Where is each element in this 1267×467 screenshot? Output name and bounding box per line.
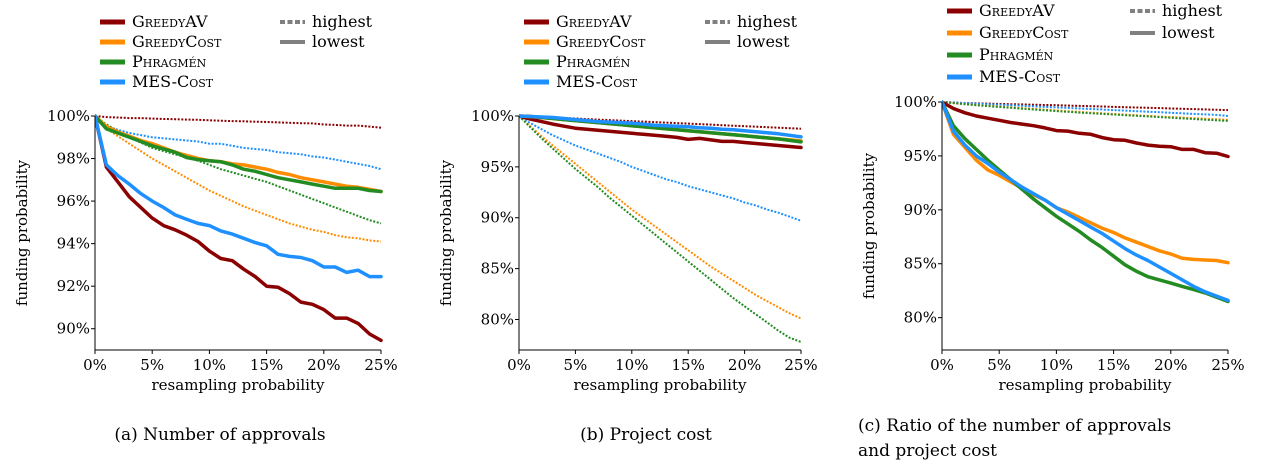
series-line-greedyav-lowest bbox=[519, 114, 803, 150]
x-tick-label: 15% bbox=[250, 356, 283, 374]
series-line-mes-cost-highest bbox=[942, 101, 1229, 117]
chart-project-cost: 0% 5% 10% 15% 20% 25% 80% 85% 90% 95% 100% resampli… bbox=[437, 12, 818, 445]
y-tick-label: 80% bbox=[481, 310, 514, 328]
y-tick-label: 100% bbox=[47, 107, 90, 125]
legend-label-greedycost: GreedyCost bbox=[132, 32, 222, 51]
x-tick-label: 20% bbox=[728, 356, 761, 374]
y-tick-label: 80% bbox=[904, 309, 937, 327]
series-line-mes-cost-highest bbox=[95, 115, 382, 171]
figure-caption: (b) Project cost bbox=[580, 425, 712, 445]
legend: GreedyAV GreedyCost Phragmén MES-Cost highes… bbox=[947, 1, 1223, 86]
legend-label-phragmen: Phragmén bbox=[556, 52, 631, 71]
x-axis-label: resampling probability bbox=[152, 376, 326, 394]
x-tick-label: 15% bbox=[1097, 356, 1130, 374]
series-line-greedyav-lowest bbox=[942, 100, 1230, 159]
series-line-greedyav-lowest bbox=[95, 114, 383, 343]
y-axis-label: funding probability bbox=[860, 152, 878, 299]
legend-label-lowest: lowest bbox=[737, 32, 790, 51]
legend-label-mes-cost: MES-Cost bbox=[132, 72, 214, 91]
series-line-phragmen-highest bbox=[942, 101, 1229, 122]
x-tick-label: 20% bbox=[1154, 356, 1187, 374]
y-tick-label: 85% bbox=[904, 255, 937, 273]
x-tick-label: 25% bbox=[1211, 356, 1244, 374]
y-tick-label: 90% bbox=[481, 209, 514, 227]
y-axis-label: funding probability bbox=[13, 159, 31, 306]
figure-caption-line: and project cost bbox=[858, 441, 997, 461]
legend-label-phragmen: Phragmén bbox=[132, 52, 207, 71]
x-tick-label: 0% bbox=[507, 356, 531, 374]
y-tick-label: 95% bbox=[481, 158, 514, 176]
series-line-greedyav-highest bbox=[95, 115, 382, 129]
x-tick-label: 0% bbox=[930, 356, 954, 374]
y-tick-label: 94% bbox=[57, 235, 90, 253]
chart-ratio: 0% 5% 10% 15% 20% 25% 80% 85% 90% 95% 100% resampli… bbox=[858, 1, 1245, 461]
legend-label-greedyav: GreedyAV bbox=[132, 12, 208, 31]
legend-label-lowest: lowest bbox=[312, 32, 365, 51]
y-tick-label: 100% bbox=[894, 93, 937, 111]
legend-label-highest: highest bbox=[1162, 1, 1223, 20]
x-tick-label: 25% bbox=[364, 356, 397, 374]
x-axis-label: resampling probability bbox=[574, 376, 748, 394]
y-tick-label: 92% bbox=[57, 277, 90, 295]
x-tick-label: 5% bbox=[564, 356, 588, 374]
legend-label-lowest: lowest bbox=[1162, 23, 1215, 42]
y-tick-label: 100% bbox=[471, 107, 514, 125]
legend-label-highest: highest bbox=[737, 12, 798, 31]
x-tick-label: 0% bbox=[83, 356, 107, 374]
x-tick-label: 10% bbox=[615, 356, 648, 374]
figure-caption: (a) Number of approvals bbox=[114, 425, 325, 445]
series-line-mes-cost-lowest bbox=[942, 100, 1230, 303]
y-tick-label: 90% bbox=[904, 201, 937, 219]
x-tick-label: 25% bbox=[784, 356, 817, 374]
y-tick-label: 85% bbox=[481, 260, 514, 278]
x-tick-label: 10% bbox=[1040, 356, 1073, 374]
legend-label-greedyav: GreedyAV bbox=[979, 1, 1055, 20]
series-line-phragmen-highest bbox=[519, 115, 802, 343]
legend-label-highest: highest bbox=[312, 12, 373, 31]
x-tick-label: 10% bbox=[193, 356, 226, 374]
x-tick-label: 5% bbox=[987, 356, 1011, 374]
legend-label-greedycost: GreedyCost bbox=[556, 32, 646, 51]
x-tick-label: 5% bbox=[140, 356, 164, 374]
chart-approvals: 0% 5% 10% 15% 20% 25% 90% 92% 94% 96% 98% 100% resam… bbox=[13, 12, 398, 445]
y-tick-label: 95% bbox=[904, 147, 937, 165]
legend-label-mes-cost: MES-Cost bbox=[979, 67, 1061, 86]
y-tick-label: 96% bbox=[57, 192, 90, 210]
series-line-mes-cost-lowest bbox=[95, 114, 383, 279]
figure-caption-line: (c) Ratio of the number of approvals bbox=[858, 416, 1171, 436]
series-line-greedycost-lowest bbox=[942, 100, 1230, 265]
legend-label-phragmen: Phragmén bbox=[979, 45, 1054, 64]
series-line-phragmen-lowest bbox=[942, 100, 1230, 304]
series-line-greedycost-highest bbox=[519, 115, 802, 320]
y-tick-label: 98% bbox=[57, 150, 90, 168]
x-axis-label: resampling probability bbox=[999, 376, 1173, 394]
series-line-mes-cost-highest bbox=[519, 115, 802, 222]
series-line-phragmen-lowest bbox=[95, 114, 383, 194]
x-tick-label: 20% bbox=[307, 356, 340, 374]
x-tick-label: 15% bbox=[672, 356, 705, 374]
y-tick-label: 90% bbox=[57, 320, 90, 338]
series-line-mes-cost-lowest bbox=[519, 114, 803, 139]
y-axis-label: funding probability bbox=[437, 159, 455, 306]
legend-label-mes-cost: MES-Cost bbox=[556, 72, 638, 91]
legend-label-greedycost: GreedyCost bbox=[979, 23, 1069, 42]
legend-label-greedyav: GreedyAV bbox=[556, 12, 632, 31]
